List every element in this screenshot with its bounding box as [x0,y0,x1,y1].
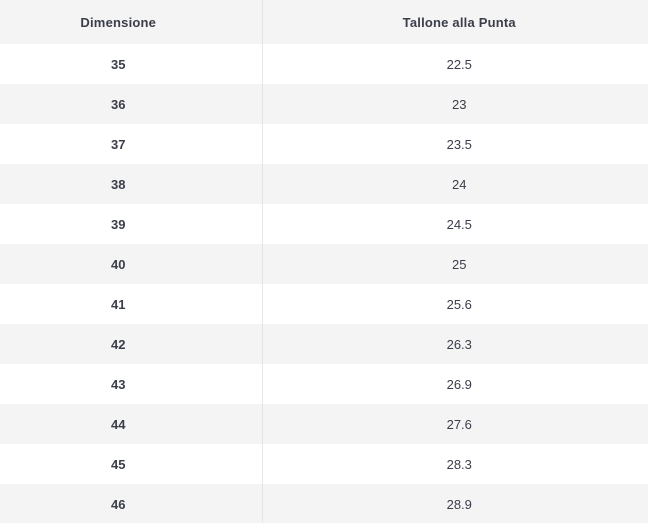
table-row: 45 28.3 [0,444,648,484]
length-cell: 27.6 [261,404,648,444]
table-row: 38 24 [0,164,648,204]
table-row: 37 23.5 [0,124,648,164]
size-cell: 46 [111,496,126,512]
table-row: 43 26.9 [0,364,648,404]
length-cell: 23 [261,84,648,124]
length-cell: 24 [261,164,648,204]
length-cell: 22.5 [261,44,648,84]
table-row: 42 26.3 [0,324,648,364]
table-row: 41 25.6 [0,284,648,324]
size-cell: 39 [111,216,126,232]
length-cell: 28.3 [261,444,648,484]
size-cell: 43 [111,376,126,392]
length-cell: 25 [261,244,648,284]
size-cell: 41 [111,296,126,312]
column-header-heel-to-toe: Tallone alla Punta [261,0,648,44]
table-row: 40 25 [0,244,648,284]
table-row: 35 22.5 [0,44,648,84]
length-cell: 26.3 [261,324,648,364]
length-cell: 23.5 [261,124,648,164]
length-cell: 26.9 [261,364,648,404]
size-chart-header: Dimensione Tallone alla Punta [0,0,648,44]
header-row: Dimensione Tallone alla Punta [0,0,648,44]
length-cell: 25.6 [261,284,648,324]
table-row: 36 23 [0,84,648,124]
table-row: 39 24.5 [0,204,648,244]
size-cell: 40 [111,256,126,272]
size-cell: 36 [111,96,126,112]
size-chart-body: 35 22.5 36 23 37 23.5 38 24 39 24.5 40 25 41 25.6 42 26… [0,44,648,523]
size-cell: 44 [111,416,126,432]
size-cell: 45 [111,456,126,472]
size-cell: 38 [111,176,126,192]
size-cell: 37 [111,136,126,152]
length-cell: 28.9 [261,484,648,523]
size-cell: 35 [111,56,126,72]
table-row: 44 27.6 [0,404,648,444]
column-header-size: Dimensione [80,14,157,30]
size-cell: 42 [111,336,126,352]
length-cell: 24.5 [261,204,648,244]
table-row: 46 28.9 [0,484,648,523]
